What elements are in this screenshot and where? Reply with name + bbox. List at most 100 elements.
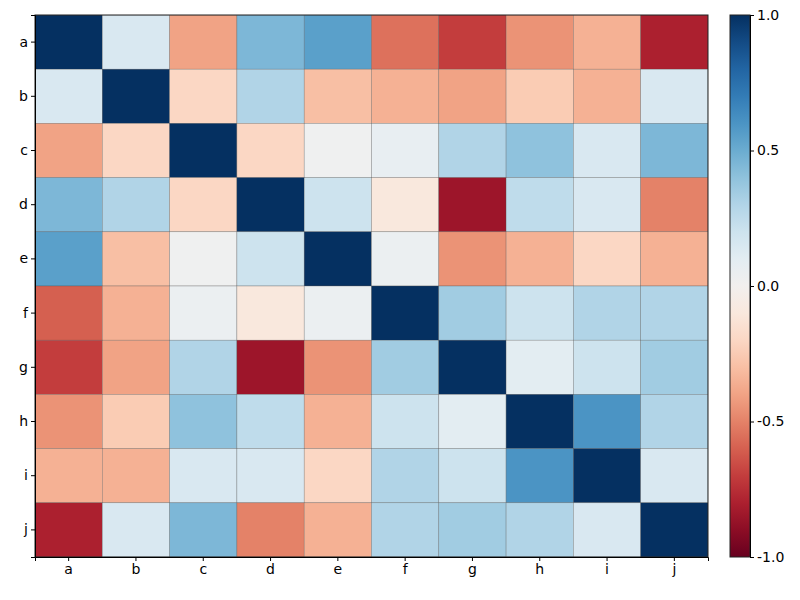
colorbar bbox=[730, 15, 750, 557]
cell bbox=[573, 449, 640, 503]
cell bbox=[439, 15, 506, 69]
y-tick-mark bbox=[31, 421, 35, 422]
cell bbox=[237, 449, 304, 503]
cell bbox=[35, 394, 102, 448]
cells bbox=[35, 15, 708, 557]
cell bbox=[102, 286, 169, 340]
cell bbox=[237, 123, 304, 177]
cell bbox=[304, 123, 371, 177]
cell bbox=[506, 123, 573, 177]
y-tick-mark bbox=[31, 42, 35, 43]
colorbar-axis: -1.0-0.50.00.51.0 bbox=[750, 7, 784, 565]
cell bbox=[506, 232, 573, 286]
y-tick-label: h bbox=[19, 413, 28, 429]
cell bbox=[573, 232, 640, 286]
cell bbox=[35, 449, 102, 503]
colorbar-tick-label: -1.0 bbox=[757, 549, 784, 565]
cell bbox=[102, 232, 169, 286]
x-tick: d bbox=[266, 557, 275, 577]
cell bbox=[170, 286, 237, 340]
cell bbox=[304, 286, 371, 340]
cell bbox=[170, 69, 237, 123]
cell bbox=[506, 503, 573, 557]
x-tick: b bbox=[132, 557, 141, 577]
cell bbox=[170, 449, 237, 503]
cell bbox=[170, 503, 237, 557]
y-tick-label: d bbox=[19, 196, 28, 212]
cell bbox=[372, 178, 439, 232]
y-tick: a bbox=[19, 34, 35, 50]
cell bbox=[102, 503, 169, 557]
cell bbox=[35, 69, 102, 123]
cell bbox=[102, 394, 169, 448]
y-tick: c bbox=[20, 142, 35, 158]
x-tick-label: i bbox=[605, 561, 609, 577]
cell bbox=[35, 123, 102, 177]
y-tick: j bbox=[23, 521, 35, 537]
y-axis: abcdefghij bbox=[19, 16, 35, 558]
cell bbox=[170, 178, 237, 232]
cell bbox=[573, 340, 640, 394]
y-tick-label: i bbox=[24, 467, 28, 483]
cell bbox=[102, 340, 169, 394]
cell bbox=[102, 178, 169, 232]
cell bbox=[439, 503, 506, 557]
cell bbox=[573, 69, 640, 123]
colorbar-tick-mark bbox=[750, 15, 754, 16]
y-tick: f bbox=[23, 305, 35, 321]
cell bbox=[506, 394, 573, 448]
cell bbox=[506, 15, 573, 69]
cell bbox=[304, 232, 371, 286]
cell bbox=[372, 340, 439, 394]
cell bbox=[641, 449, 708, 503]
cell bbox=[35, 15, 102, 69]
y-tick-mark bbox=[31, 96, 35, 97]
cell bbox=[35, 286, 102, 340]
cell bbox=[641, 394, 708, 448]
x-tick-label: j bbox=[671, 561, 676, 577]
colorbar-axis-line bbox=[751, 16, 755, 558]
cell bbox=[372, 123, 439, 177]
cell bbox=[573, 15, 640, 69]
cell bbox=[372, 15, 439, 69]
cell bbox=[35, 503, 102, 557]
x-tick: h bbox=[535, 557, 544, 577]
colorbar-tick: 0.5 bbox=[750, 142, 779, 158]
cell bbox=[439, 286, 506, 340]
cell bbox=[237, 286, 304, 340]
cell bbox=[304, 503, 371, 557]
cell bbox=[102, 123, 169, 177]
cell bbox=[372, 449, 439, 503]
cell bbox=[170, 394, 237, 448]
cell bbox=[439, 232, 506, 286]
colorbar-tick: -1.0 bbox=[750, 549, 784, 565]
x-tick: c bbox=[199, 557, 207, 577]
y-tick: d bbox=[19, 196, 35, 212]
cell bbox=[372, 286, 439, 340]
y-tick-label: j bbox=[23, 521, 28, 537]
cell bbox=[573, 178, 640, 232]
cell bbox=[506, 69, 573, 123]
x-tick: g bbox=[468, 557, 477, 577]
cell bbox=[439, 123, 506, 177]
y-tick: h bbox=[19, 413, 35, 429]
cell bbox=[439, 394, 506, 448]
y-tick: e bbox=[19, 250, 35, 266]
cell bbox=[304, 178, 371, 232]
cell bbox=[35, 232, 102, 286]
cell bbox=[506, 286, 573, 340]
cell bbox=[304, 15, 371, 69]
cell bbox=[372, 394, 439, 448]
cell bbox=[439, 340, 506, 394]
x-tick-label: e bbox=[334, 561, 343, 577]
cell bbox=[641, 69, 708, 123]
cell bbox=[237, 232, 304, 286]
cell bbox=[170, 232, 237, 286]
x-tick-label: f bbox=[403, 561, 409, 577]
x-tick-label: g bbox=[468, 561, 477, 577]
cell bbox=[237, 69, 304, 123]
x-tick: j bbox=[671, 557, 676, 577]
cell bbox=[237, 178, 304, 232]
cell bbox=[641, 178, 708, 232]
cell bbox=[35, 340, 102, 394]
